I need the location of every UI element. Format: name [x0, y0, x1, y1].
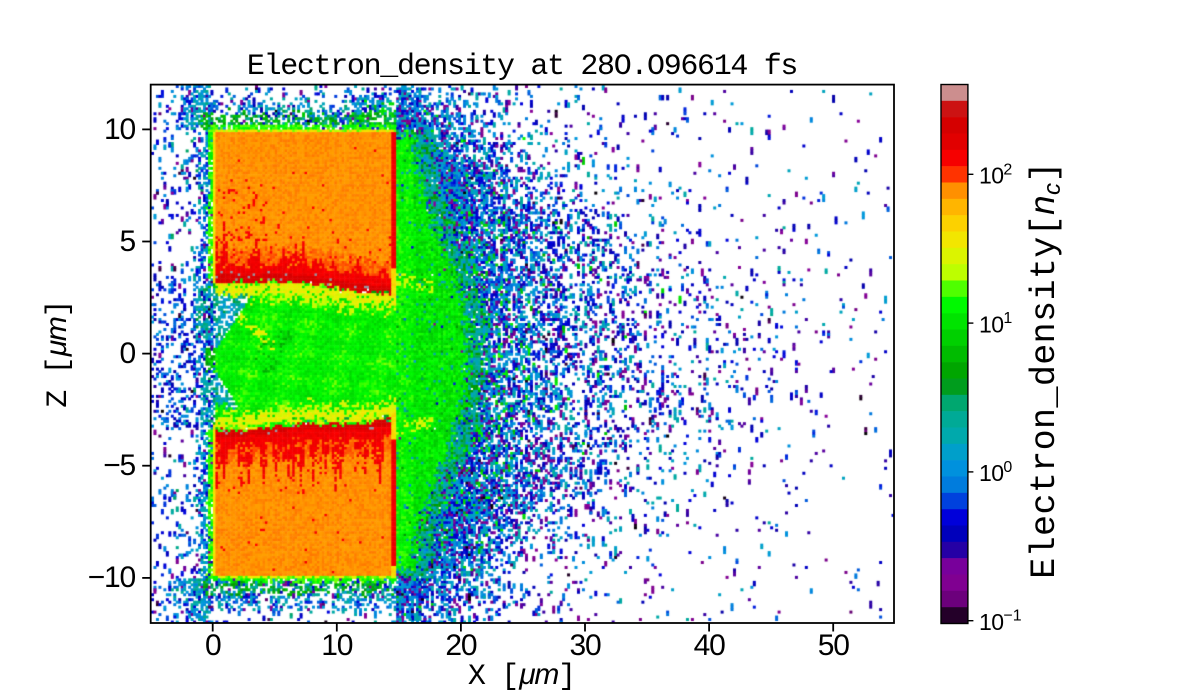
- svg-text:10−1: 10−1: [979, 608, 1022, 635]
- svg-text:30: 30: [570, 629, 601, 662]
- svg-text:101: 101: [979, 310, 1012, 337]
- svg-text:X [μm]: X [μm]: [468, 658, 576, 694]
- svg-text:5: 5: [120, 225, 136, 258]
- svg-text:20: 20: [445, 629, 476, 662]
- svg-text:Z [μm]: Z [μm]: [40, 299, 76, 407]
- svg-text:−5: −5: [103, 449, 135, 482]
- svg-text:0: 0: [205, 629, 221, 662]
- svg-text:0: 0: [120, 337, 136, 370]
- svg-text:100: 100: [979, 459, 1012, 486]
- svg-text:Electron_density at 28O.O96614: Electron_density at 28O.O96614 fs: [247, 50, 797, 84]
- svg-text:−10: −10: [88, 561, 136, 594]
- svg-text:102: 102: [979, 161, 1012, 188]
- svg-text:10: 10: [321, 629, 352, 662]
- svg-text:50: 50: [818, 629, 849, 662]
- svg-text:Electron_density[nc]: Electron_density[nc]: [1023, 161, 1066, 579]
- svg-text:10: 10: [104, 113, 135, 146]
- svg-text:40: 40: [694, 629, 725, 662]
